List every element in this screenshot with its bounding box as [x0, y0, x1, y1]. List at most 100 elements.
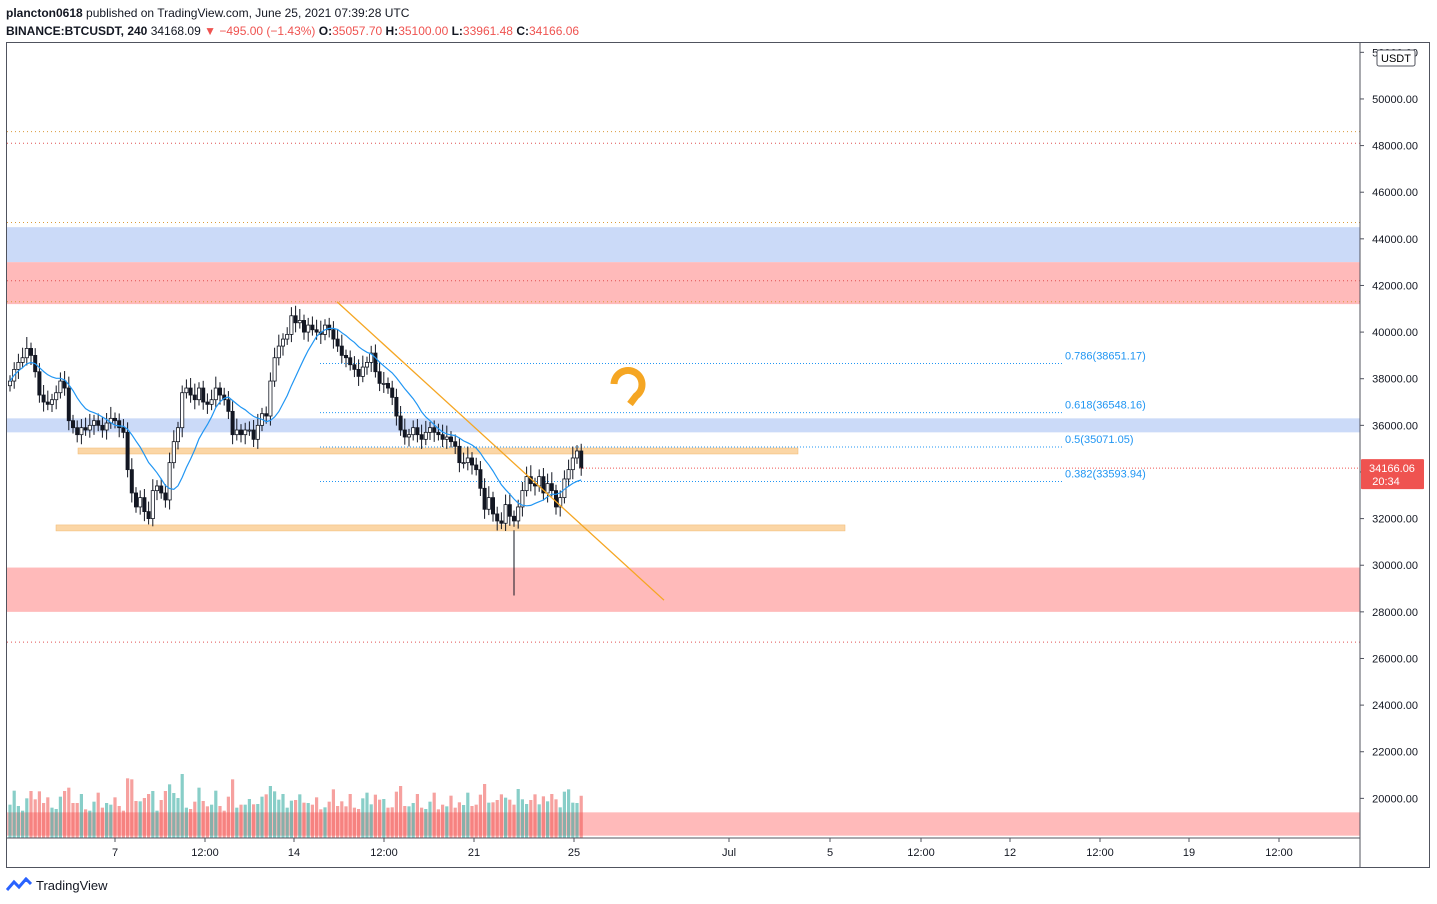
candle-body — [113, 417, 118, 422]
volume-bar — [50, 807, 54, 838]
candle-body — [301, 320, 306, 333]
price-tick-label: 28000.00 — [1372, 607, 1418, 619]
volume-bar — [344, 806, 348, 838]
fib-level-label: 0.5(35071.05) — [1065, 434, 1134, 446]
candle-body — [66, 387, 71, 422]
volume-bar — [239, 804, 243, 838]
price-tick-label: 20000.00 — [1372, 793, 1418, 805]
candle-body — [503, 504, 508, 524]
volume-bar — [92, 801, 96, 838]
candle-body — [423, 431, 428, 440]
volume-bar — [205, 806, 209, 838]
candle-body — [71, 420, 76, 429]
volume-bar — [327, 801, 331, 838]
candle-body — [373, 352, 378, 373]
volume-bar — [281, 794, 285, 838]
volume-bar — [407, 806, 411, 838]
volume-bar — [516, 789, 520, 838]
chart-pane[interactable] — [6, 42, 1430, 868]
volume-bar — [226, 796, 230, 838]
candle-body — [41, 394, 46, 403]
open-value: 35057.70 — [332, 24, 383, 38]
candle-body — [390, 387, 395, 398]
volume-bar — [289, 800, 293, 838]
volume-bar — [428, 801, 432, 838]
price-tick-label: 48000.00 — [1372, 141, 1418, 153]
candle-body — [92, 420, 97, 426]
volume-bar — [529, 800, 533, 838]
candle-body — [545, 483, 550, 494]
volume-bar — [554, 799, 558, 838]
last-price-label: 34166.06 — [1369, 463, 1415, 475]
candle-body — [411, 427, 416, 436]
volume-bar — [352, 807, 356, 838]
price-tick-label: 30000.00 — [1372, 560, 1418, 572]
candle-body — [453, 441, 458, 447]
candle-body — [79, 427, 84, 436]
volume-bar — [168, 784, 172, 838]
volume-bar — [180, 774, 184, 838]
candle-body — [146, 511, 151, 520]
volume-bar — [331, 789, 335, 838]
price-chart[interactable]: 0.786(38651.17) 0.618(36548.16) 0.5(35071.… — [0, 0, 1437, 870]
candle-body — [184, 387, 189, 394]
candle-body — [331, 329, 336, 340]
price-tick-label: 24000.00 — [1372, 700, 1418, 712]
volume-bar — [75, 803, 79, 838]
candle-body — [129, 469, 134, 494]
candle-body — [469, 457, 474, 466]
volume-bar — [449, 795, 453, 838]
last-price-value: 34168.09 — [150, 24, 201, 38]
volume-bar — [294, 800, 298, 838]
candle-body — [205, 401, 210, 405]
volume-bar — [453, 807, 457, 838]
candle-body — [402, 429, 407, 438]
candle-body — [87, 424, 92, 431]
candle-body — [209, 399, 214, 405]
time-tick-label: 25 — [568, 847, 580, 859]
time-tick-label: 19 — [1183, 847, 1195, 859]
volume-bar — [100, 807, 104, 838]
question-mark-icon — [610, 367, 646, 407]
volume-bar — [386, 807, 390, 838]
candle-body — [579, 450, 584, 469]
author-name[interactable]: plancton0618 — [6, 6, 83, 20]
volume-bar — [306, 803, 310, 838]
volume-bar — [441, 804, 445, 838]
volume-bar — [533, 794, 537, 838]
candle-body — [100, 424, 105, 431]
candle-body — [24, 348, 29, 359]
volume-bar — [218, 806, 222, 838]
volume-bar — [96, 792, 100, 838]
volume-bar — [348, 794, 352, 838]
candle-body — [419, 434, 424, 440]
support-zone — [77, 447, 799, 455]
volume-bar — [575, 803, 579, 838]
volume-bar — [525, 804, 529, 838]
candle-body — [461, 462, 466, 465]
candle-body — [243, 429, 248, 436]
volume-bar — [142, 798, 146, 838]
volume-bar — [478, 794, 482, 838]
ohlc-legend: BINANCE:BTCUSDT, 240 34168.09 ▼ −495.00 … — [6, 22, 579, 40]
volume-bar — [512, 804, 516, 838]
candle-body — [398, 415, 403, 431]
high-value: 35100.00 — [398, 24, 449, 38]
tradingview-logo-icon — [6, 877, 32, 891]
candle-body — [507, 504, 512, 517]
volume-bar — [210, 804, 214, 838]
candle-body — [570, 457, 575, 471]
volume-bar — [159, 800, 163, 838]
bar-countdown-label: 20:34 — [1372, 476, 1400, 488]
candle-body — [255, 424, 260, 440]
volume-bar — [273, 791, 277, 838]
volume-bar — [315, 797, 319, 838]
volume-bar — [504, 797, 508, 838]
candle-body — [234, 429, 239, 436]
time-tick-label: 5 — [827, 847, 833, 859]
time-tick-label: 12 — [1004, 847, 1016, 859]
volume-bar — [466, 792, 470, 838]
volume-bar — [29, 791, 33, 838]
candle-body — [125, 431, 130, 471]
candle-body — [482, 487, 487, 510]
